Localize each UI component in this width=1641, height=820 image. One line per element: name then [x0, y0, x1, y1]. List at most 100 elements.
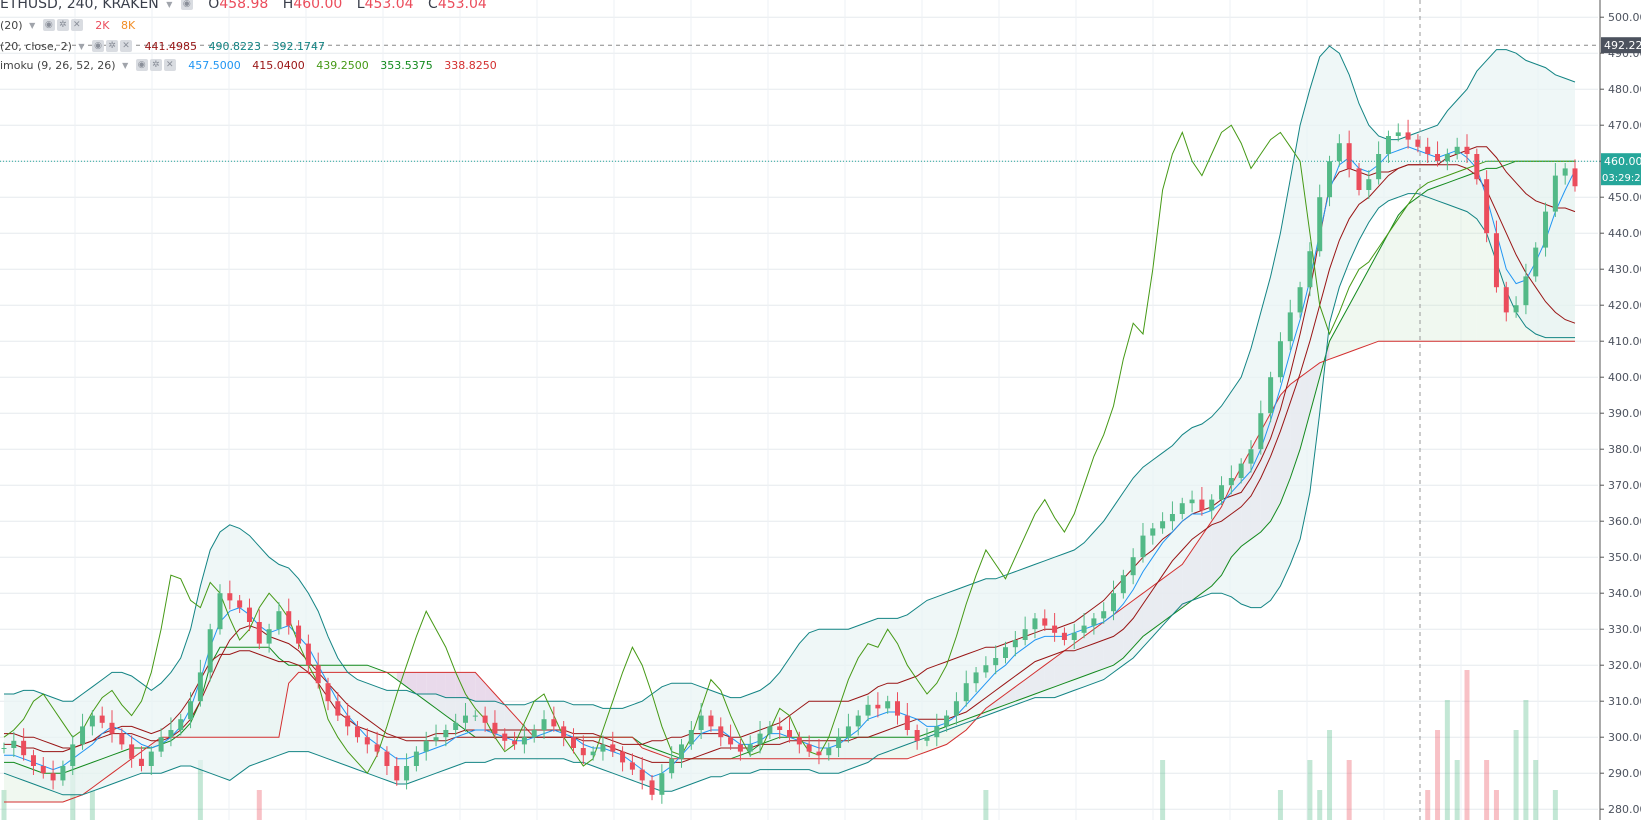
gear-icon[interactable]: ✲: [56, 19, 69, 31]
price-tick-label: 430.00: [1608, 263, 1641, 276]
candle-body: [639, 769, 645, 781]
ichimoku-span-b-value: 338.8250: [444, 58, 497, 72]
candle-body: [237, 600, 243, 608]
candle-body: [21, 740, 27, 756]
candle-body: [30, 755, 36, 766]
candle-body: [580, 748, 586, 756]
bollinger-title[interactable]: (20, close, 2): [0, 39, 72, 53]
crosshair-overlay: [0, 0, 1600, 820]
low-label: L: [356, 0, 365, 12]
volume-bar: [1160, 760, 1166, 820]
candle-body: [1101, 611, 1107, 619]
chevron-down-icon[interactable]: ▼: [29, 20, 36, 30]
candle-body: [129, 744, 135, 759]
candle-body: [227, 593, 233, 601]
candle-body: [50, 773, 56, 781]
volume-bar: [1327, 730, 1333, 820]
price-tick-label: 350.00: [1608, 551, 1641, 564]
candle-body: [70, 744, 76, 766]
price-axis-background: [1600, 0, 1641, 820]
cloud-segment: [1339, 305, 1350, 356]
cloud-segment: [1427, 186, 1438, 342]
candle-body: [1150, 528, 1156, 536]
candle-body: [1228, 478, 1234, 486]
ichimoku-title[interactable]: imoku (9, 26, 52, 26): [0, 58, 116, 72]
bollinger-upper-line: [4, 45, 1576, 709]
candle-body: [1160, 521, 1166, 529]
candle-body: [561, 726, 567, 738]
candle-body: [1120, 575, 1126, 594]
candle-body: [1081, 625, 1087, 633]
candle-body: [1356, 168, 1362, 190]
candle-body: [1464, 146, 1470, 154]
crosshair-price-tag: [1601, 37, 1641, 54]
candle-body: [688, 730, 694, 745]
price-tick-label: 340.00: [1608, 587, 1641, 600]
volume-bar: [983, 790, 989, 820]
price-axis[interactable]: 280.00 290.00 300.00 310.00 320.00 330.00 340.…: [1599, 0, 1641, 820]
symbol-label[interactable]: ETHUSD, 240, KRAKEN: [0, 0, 159, 12]
candle-body: [168, 730, 174, 738]
candle-body: [669, 758, 675, 774]
price-tick-label: 320.00: [1608, 659, 1641, 672]
close-icon[interactable]: ✕: [163, 59, 176, 71]
candle-body: [364, 737, 370, 745]
candle-body: [1248, 449, 1254, 464]
candle-body: [276, 611, 282, 630]
volume-title[interactable]: (20): [0, 18, 23, 32]
candle-body: [1474, 154, 1480, 180]
candle-body: [826, 748, 832, 756]
candle-body: [1327, 161, 1333, 198]
volume-bar: [1533, 760, 1539, 820]
candle-body: [629, 762, 635, 770]
candle-body: [433, 737, 439, 741]
price-tick-label: 380.00: [1608, 443, 1641, 456]
candle-body: [541, 719, 547, 730]
candle-body: [1130, 557, 1136, 576]
candle-body: [521, 737, 527, 745]
chevron-down-icon[interactable]: ▼: [122, 60, 129, 70]
candle-body: [1503, 287, 1509, 313]
candle-body: [973, 672, 979, 684]
candle-body: [1268, 377, 1274, 414]
price-tick-label: 480.00: [1608, 83, 1641, 96]
candle-body: [865, 704, 871, 716]
chevron-down-icon[interactable]: ▼: [166, 0, 173, 9]
close-label: C: [428, 0, 438, 12]
eye-icon[interactable]: ◉: [92, 40, 105, 52]
candle-body: [747, 744, 753, 752]
volume-bar: [1425, 790, 1431, 820]
cloud-segment: [1368, 251, 1379, 345]
candle-body: [335, 701, 341, 716]
price-tick-label: 330.00: [1608, 623, 1641, 636]
candle-body: [777, 726, 783, 730]
candle-body: [1572, 168, 1578, 187]
eye-icon[interactable]: ◉: [180, 0, 193, 10]
candle-body: [158, 737, 164, 752]
cloud-segment: [1349, 287, 1359, 352]
close-icon[interactable]: ✕: [120, 40, 133, 52]
candle-body: [1169, 514, 1175, 522]
eye-icon[interactable]: ◉: [135, 59, 148, 71]
open-value: 458.98: [219, 0, 269, 12]
cloud-segment: [1457, 175, 1467, 342]
candle-body: [1405, 132, 1411, 140]
candle-body: [1543, 211, 1549, 248]
candle-body: [737, 744, 743, 752]
eye-icon[interactable]: ◉: [42, 19, 55, 31]
close-icon[interactable]: ✕: [70, 19, 83, 31]
candle-body: [1032, 618, 1038, 630]
candle-body: [1444, 154, 1450, 162]
candle-body: [11, 740, 17, 748]
chevron-down-icon[interactable]: ▼: [78, 41, 85, 51]
gear-icon[interactable]: ✲: [106, 40, 119, 52]
candle-body: [1189, 499, 1195, 504]
candle-body: [472, 715, 478, 717]
candle-body: [570, 737, 576, 748]
candle-body: [492, 722, 498, 734]
gear-icon[interactable]: ✲: [149, 59, 162, 71]
candle-body: [1071, 632, 1077, 640]
candle-body: [266, 629, 272, 644]
candle-body: [345, 715, 351, 727]
